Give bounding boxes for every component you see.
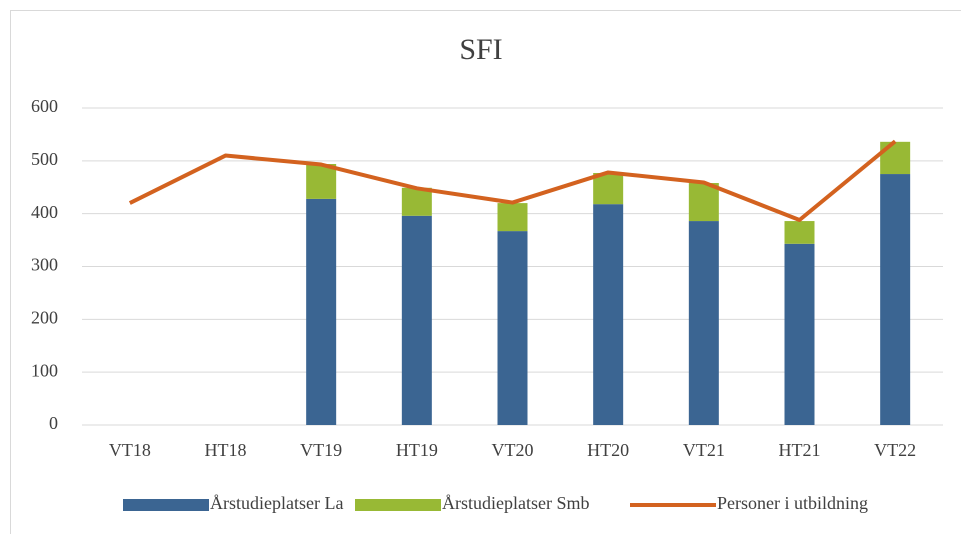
bar xyxy=(784,221,815,244)
bar xyxy=(306,164,337,199)
x-tick-label: HT19 xyxy=(396,440,438,460)
bar xyxy=(688,183,719,222)
legend-label: Årstudieplatser Smb xyxy=(442,493,589,513)
bar xyxy=(880,141,911,175)
x-tick-label: HT18 xyxy=(205,440,247,460)
y-tick-label: 300 xyxy=(31,255,58,275)
bar xyxy=(593,172,624,205)
y-tick-label: 100 xyxy=(31,360,58,380)
bar xyxy=(593,204,624,425)
bar xyxy=(784,243,815,425)
bar xyxy=(497,231,528,425)
x-tick-label: VT19 xyxy=(300,440,342,460)
x-tick-label: VT18 xyxy=(109,440,151,460)
x-tick-label: VT21 xyxy=(683,440,725,460)
legend-swatch xyxy=(355,499,441,511)
y-tick-label: 600 xyxy=(31,96,58,116)
bar xyxy=(401,187,432,216)
x-tick-label: VT20 xyxy=(492,440,534,460)
bar xyxy=(306,198,337,425)
y-tick-label: 500 xyxy=(31,149,58,169)
chart-title: SFI xyxy=(459,33,502,66)
y-tick-label: 0 xyxy=(49,413,58,433)
x-tick-label: HT21 xyxy=(779,440,821,460)
bar xyxy=(401,215,432,425)
legend-label: Personer i utbildning xyxy=(717,493,868,513)
line xyxy=(128,139,897,223)
y-tick-label: 400 xyxy=(31,202,58,222)
x-tick-label: HT20 xyxy=(587,440,629,460)
legend-swatch xyxy=(123,499,209,511)
bar xyxy=(688,221,719,425)
bar xyxy=(880,174,911,425)
legend-label: Årstudieplatser La xyxy=(210,493,343,513)
bar xyxy=(497,203,528,232)
y-tick-label: 200 xyxy=(31,307,58,327)
x-tick-label: VT22 xyxy=(874,440,916,460)
